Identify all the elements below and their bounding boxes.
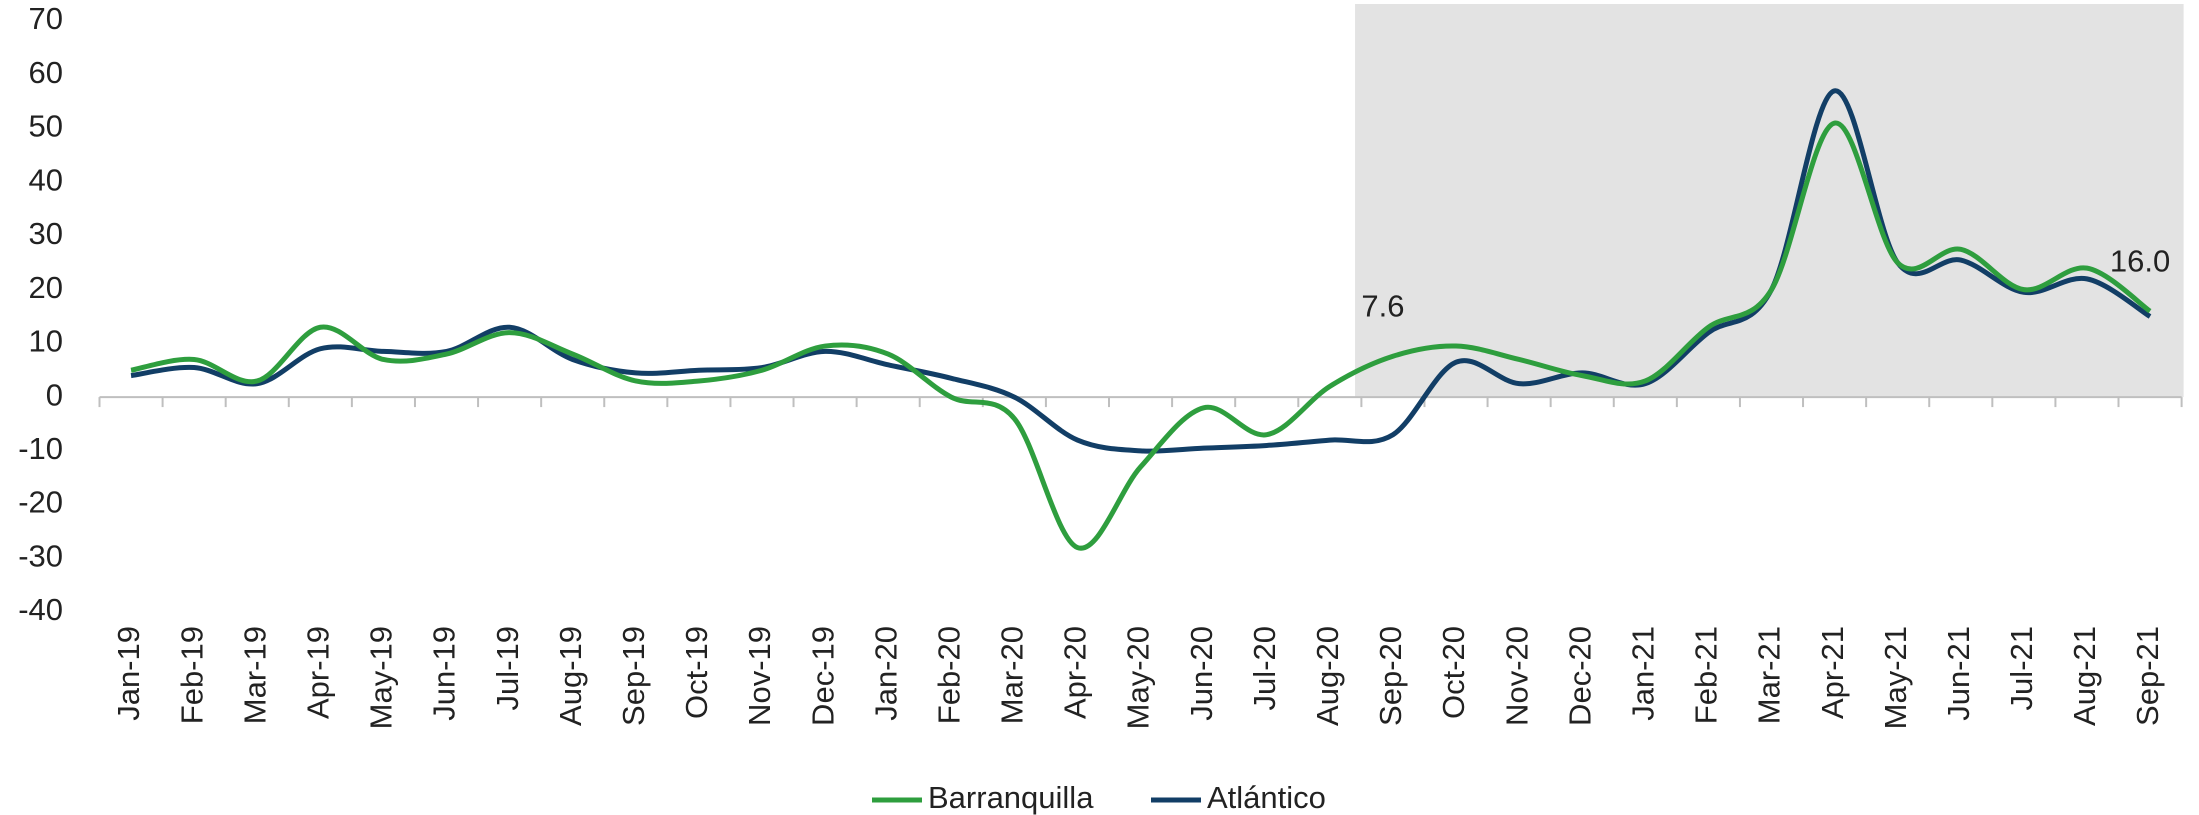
x-tick-label: Sep-20: [1373, 626, 1408, 726]
x-tick-label: Feb-19: [174, 626, 209, 724]
y-tick-label: -20: [18, 485, 63, 520]
x-tick-label: Jul-21: [2004, 626, 2039, 710]
x-tick-label: Feb-20: [931, 626, 966, 724]
x-tick-label: Aug-19: [553, 626, 588, 726]
y-tick-label: -10: [18, 431, 63, 466]
x-tick-label: Jun-21: [1941, 626, 1976, 721]
x-tick-label: Sep-21: [2130, 626, 2165, 726]
x-tick-label: May-19: [364, 626, 399, 729]
x-tick-label: Mar-20: [995, 626, 1030, 724]
x-tick-label: Sep-19: [616, 626, 651, 726]
x-tick-label: Jun-20: [1184, 626, 1219, 721]
highlight-region: [1355, 4, 2184, 398]
y-tick-label: 0: [46, 377, 63, 412]
x-tick-label: Jul-19: [490, 626, 525, 710]
data-label: 7.6: [1361, 288, 1404, 323]
x-tick-label: Aug-20: [1310, 626, 1345, 726]
x-tick-label: Oct-20: [1436, 626, 1471, 719]
x-tick-label: Jan-20: [868, 626, 903, 721]
series-line: [130, 120, 2152, 551]
x-tick-label: Mar-21: [1752, 626, 1787, 724]
y-tick-label: 20: [29, 270, 63, 305]
legend-label: Atlántico: [1207, 780, 1326, 815]
y-tick-label: 40: [29, 162, 63, 197]
x-tick-label: Aug-21: [2067, 626, 2102, 726]
x-tick-label: Jun-19: [427, 626, 462, 721]
x-tick-label: May-20: [1121, 626, 1156, 729]
data-label: 16.0: [2110, 243, 2170, 278]
y-tick-label: 60: [29, 55, 63, 90]
x-tick-label: Jan-21: [1625, 626, 1660, 721]
x-tick-label: Oct-19: [679, 626, 714, 719]
y-tick-label: -40: [18, 592, 63, 627]
x-tick-label: Dec-20: [1562, 626, 1597, 726]
x-tick-label: May-21: [1878, 626, 1913, 729]
y-tick-label: 10: [29, 324, 63, 359]
x-tick-label: Nov-19: [742, 626, 777, 726]
x-tick-label: Feb-21: [1689, 626, 1724, 724]
x-tick-label: Jul-20: [1247, 626, 1282, 710]
x-tick-label: Apr-19: [301, 626, 336, 719]
x-tick-label: Nov-20: [1499, 626, 1534, 726]
x-tick-label: Mar-19: [237, 626, 272, 724]
legend-label: Barranquilla: [928, 780, 1094, 815]
x-tick-label: Jan-19: [111, 626, 146, 721]
x-tick-label: Dec-19: [805, 626, 840, 726]
y-tick-label: 30: [29, 216, 63, 251]
x-tick-label: Apr-21: [1815, 626, 1850, 719]
y-tick-label: -30: [18, 538, 63, 573]
series-line: [130, 88, 2152, 454]
x-tick-label: Apr-20: [1058, 626, 1093, 719]
y-tick-label: 70: [29, 1, 63, 36]
y-tick-label: 50: [29, 109, 63, 144]
